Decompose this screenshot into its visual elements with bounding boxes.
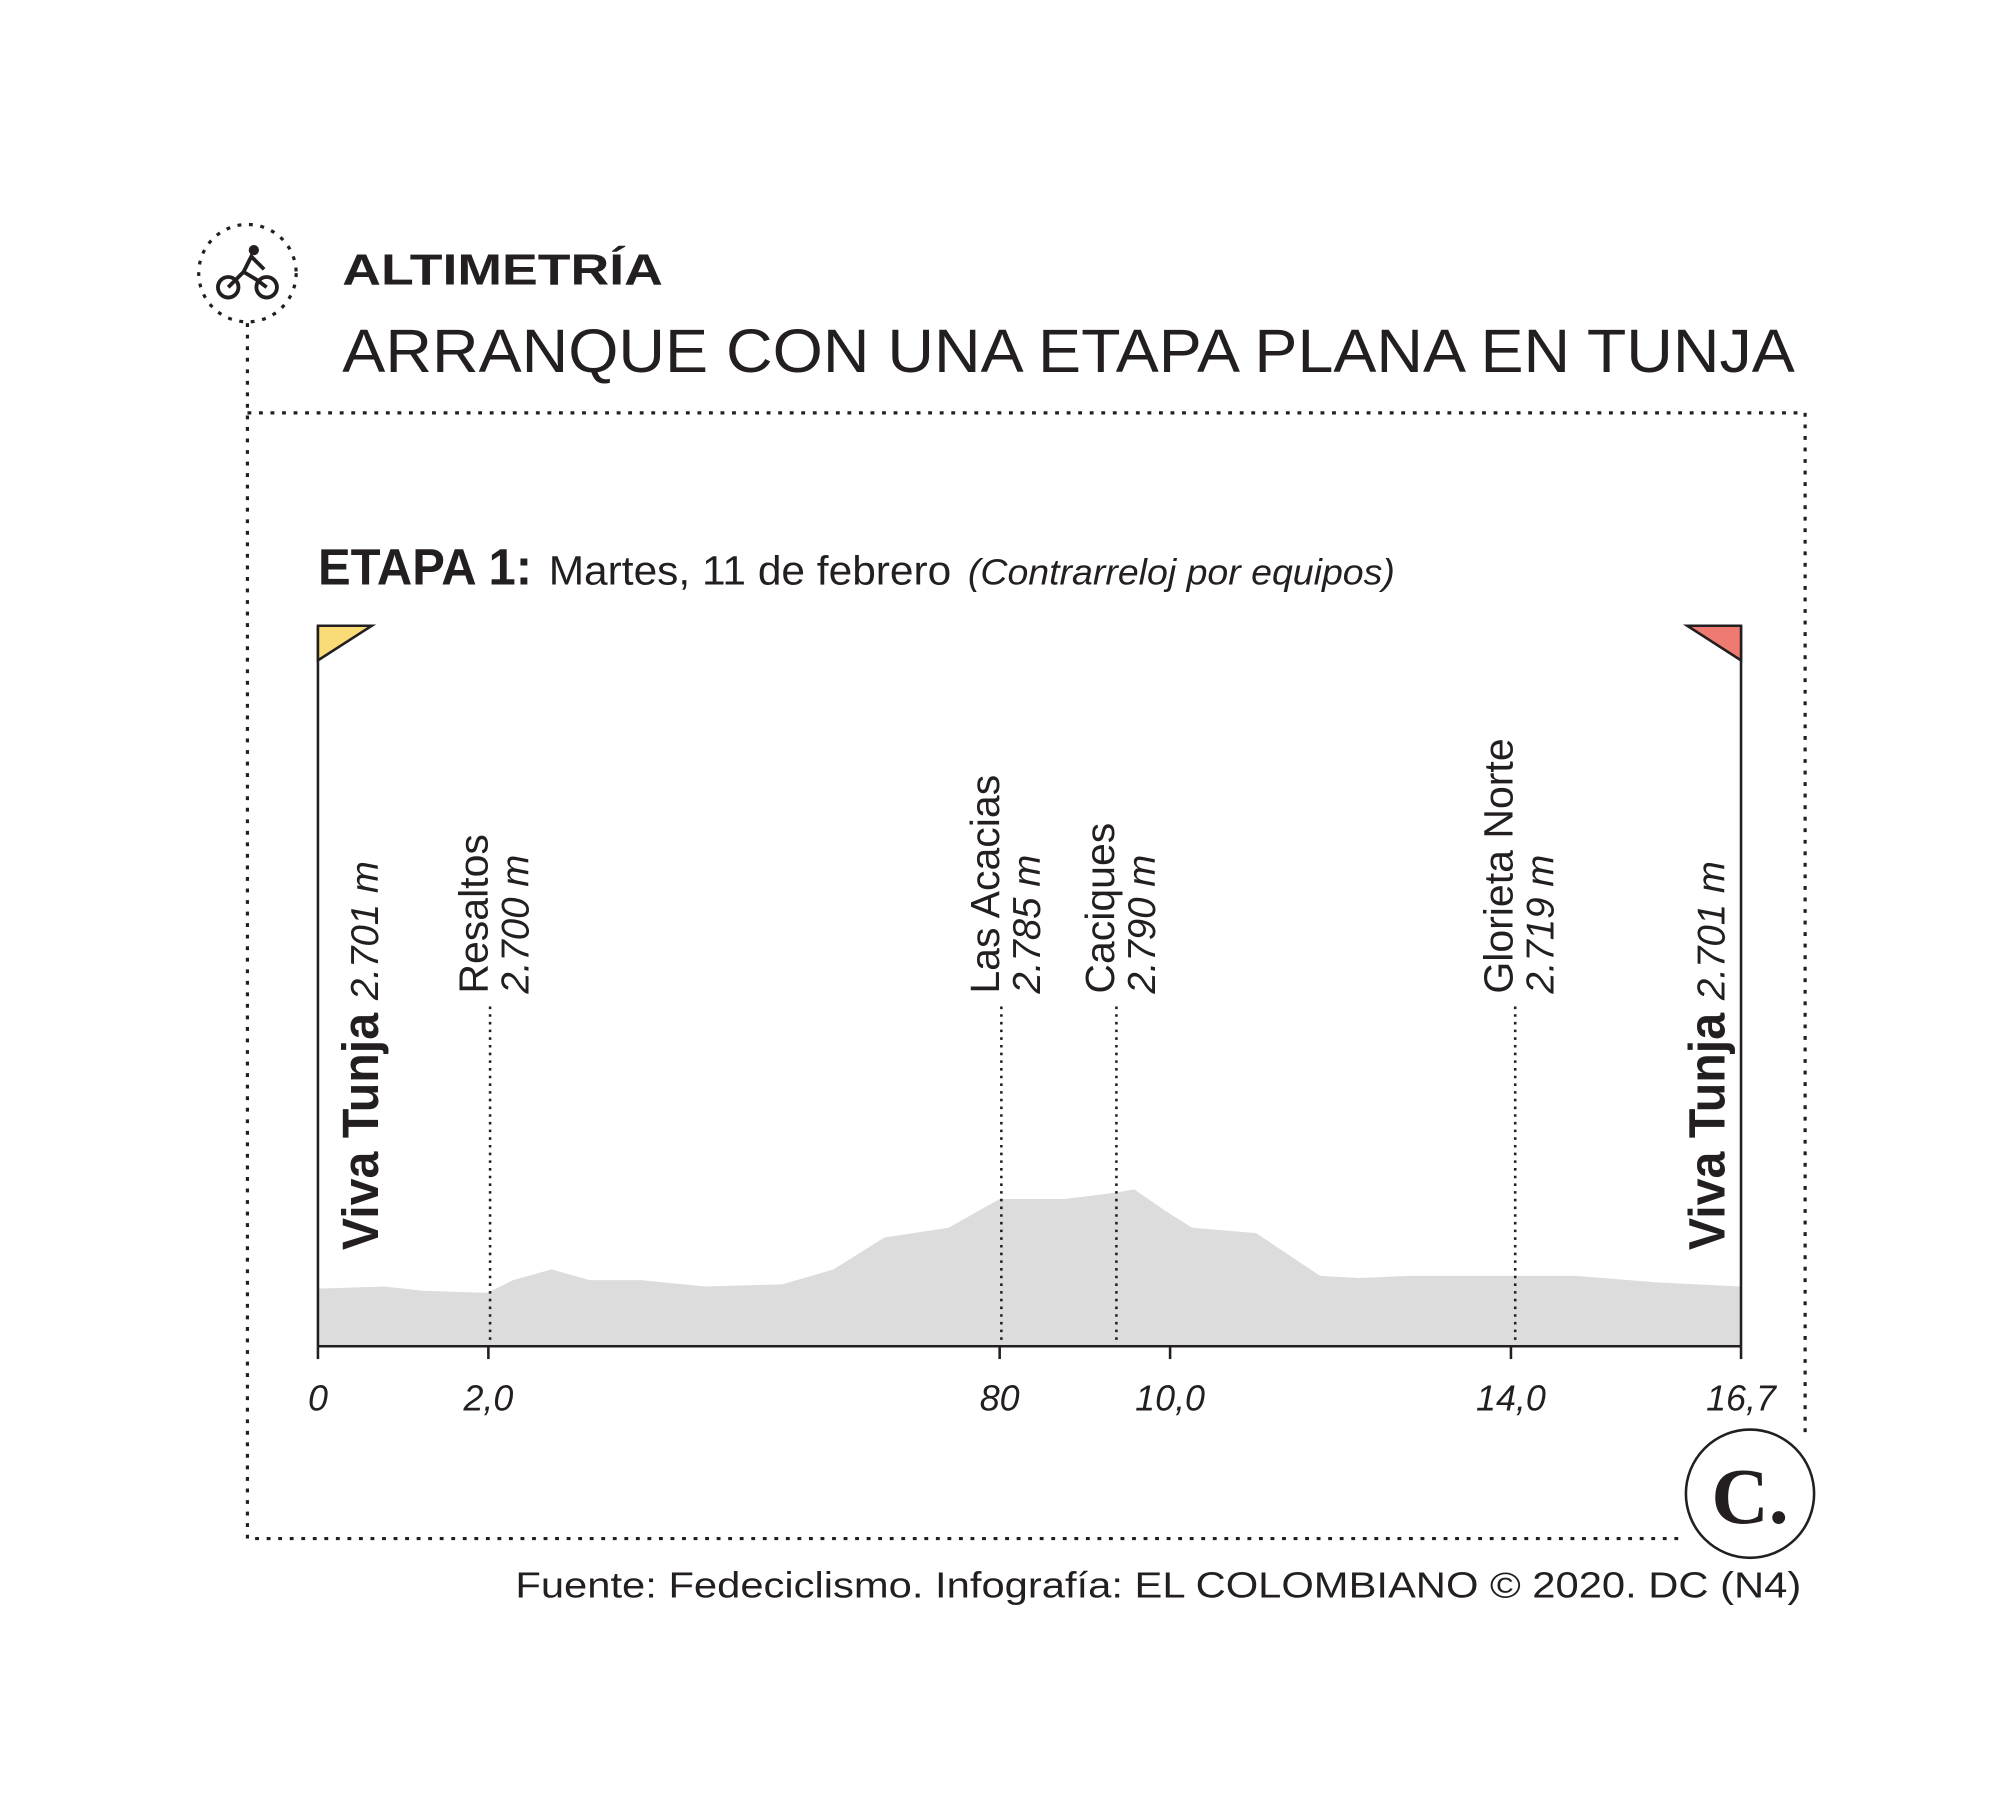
place-name: Resaltos — [451, 834, 497, 994]
place-elevation: 2.790 m — [1121, 855, 1164, 995]
place-elevation: 2.701 m — [344, 861, 387, 1001]
plot: 0 2,0 80 10,0 14,0 16,7 Viva Tunja 2.701 m Resal… — [308, 624, 1778, 1418]
place-name: Viva Tunja — [332, 1012, 389, 1250]
source: Fuente: Fedeciclismo. Infografía: EL COL… — [515, 1566, 1801, 1606]
place-label: Viva Tunja 2.701 m — [332, 861, 389, 1250]
logo: C. — [1711, 1453, 1788, 1541]
stage-mode: (Contrarreloj por equipos) — [968, 553, 1395, 593]
place-name: Viva Tunja — [1678, 1012, 1735, 1250]
cyclist-icon — [216, 244, 279, 300]
flag — [316, 624, 377, 663]
flag — [1682, 624, 1743, 663]
frame-line — [245, 323, 1686, 1541]
frame-line — [247, 411, 1807, 1436]
logo-circle — [1684, 1428, 1816, 1560]
header: ALTIMETRÍA — [342, 245, 663, 295]
x-tick-label: 80 — [980, 1378, 1020, 1418]
chart-title: ARRANQUE CON UNA ETAPA PLANA EN TUNJA — [342, 317, 1795, 386]
place-elevation: 2.785 m — [1006, 855, 1049, 995]
place-label: Viva Tunja 2.701 m — [1678, 861, 1735, 1250]
elevation-area — [317, 1189, 1742, 1347]
place-name: Glorieta Norte — [1476, 738, 1522, 993]
place-elevation: 2.719 m — [1520, 855, 1563, 995]
x-tick-label: 14,0 — [1476, 1378, 1546, 1418]
x-tick-label: 2,0 — [462, 1378, 513, 1418]
stage-label: ETAPA 1: — [318, 539, 532, 596]
place-elevation: 2.701 m — [1690, 861, 1733, 1001]
place-name: Caciques — [1077, 823, 1123, 994]
x-tick-label: 16,7 — [1706, 1378, 1778, 1418]
x-tick-label: 10,0 — [1135, 1378, 1205, 1418]
place-name: Las Acacias — [962, 775, 1008, 994]
place-elevation: 2.700 m — [495, 855, 538, 995]
x-tick-label: 0 — [308, 1378, 328, 1418]
stage-date: Martes, 11 de febrero — [549, 548, 952, 594]
